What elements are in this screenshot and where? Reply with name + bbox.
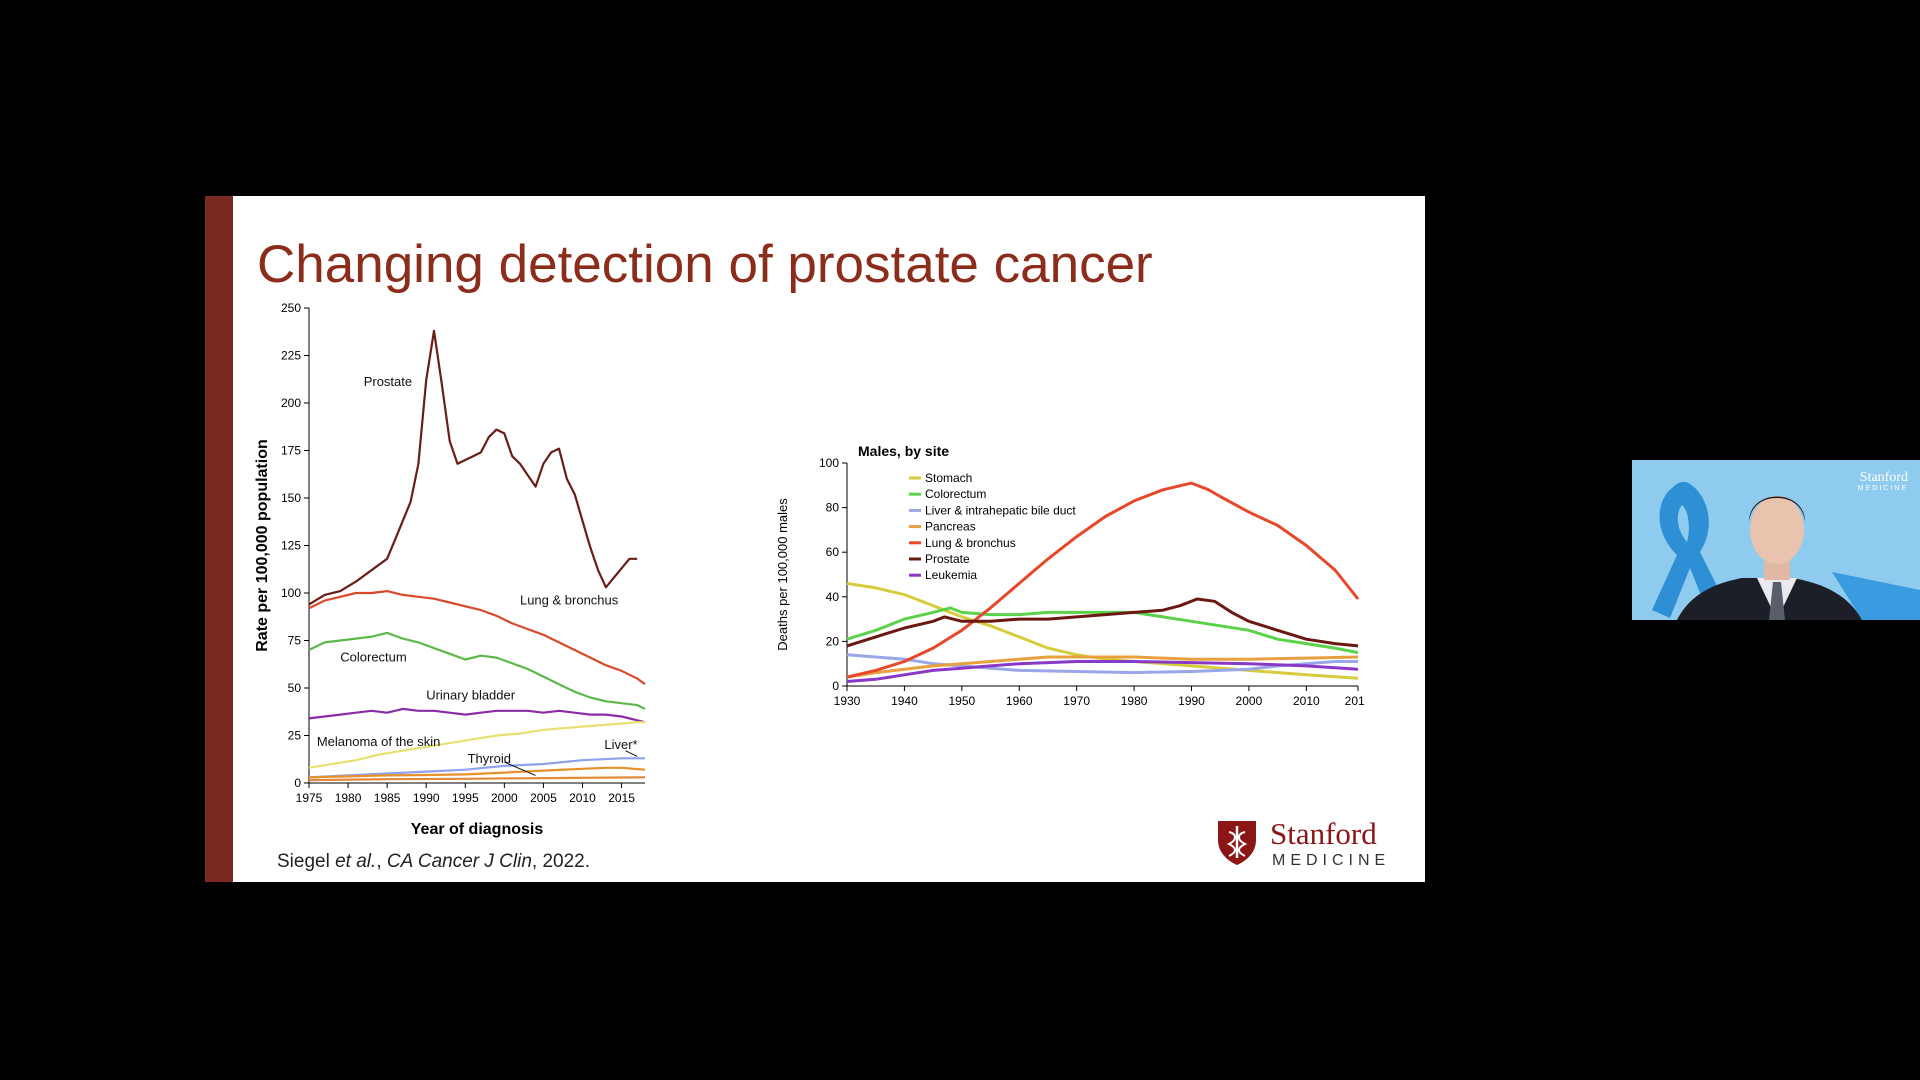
x-tick-label: 1960 bbox=[1006, 694, 1033, 708]
legend-label-pancreas: Pancreas bbox=[925, 520, 976, 534]
citation: Siegel et al., CA Cancer J Clin, 2022. bbox=[277, 851, 590, 872]
y-tick-label: 100 bbox=[281, 586, 301, 600]
x-tick-label: 1930 bbox=[834, 694, 861, 708]
series-line-leukemia bbox=[846, 660, 1359, 683]
x-tick-label: 2019 bbox=[1345, 694, 1365, 708]
webcam-scene bbox=[1632, 460, 1920, 620]
series-label-colorectum: Colorectum bbox=[340, 649, 406, 664]
series-line-liver bbox=[308, 757, 645, 779]
y-tick-label: 175 bbox=[281, 444, 301, 458]
citation-author: Siegel bbox=[277, 851, 330, 872]
series-line-colorectum bbox=[308, 631, 646, 710]
legend-label-prostate: Prostate bbox=[925, 552, 970, 566]
y-tick-label: 50 bbox=[288, 681, 302, 695]
x-tick-label: 2015 bbox=[608, 791, 635, 805]
series-label-melanoma-of-the-skin: Melanoma of the skin bbox=[317, 734, 441, 749]
citation-year: , 2022. bbox=[531, 851, 590, 872]
y-tick-label: 20 bbox=[826, 634, 840, 648]
slide-title: Changing detection of prostate cancer bbox=[257, 235, 1153, 294]
x-tick-label: 2010 bbox=[569, 791, 596, 805]
series-label-liver: Liver* bbox=[604, 737, 637, 752]
x-tick-label: 1970 bbox=[1063, 694, 1090, 708]
x-tick-label: 1995 bbox=[452, 791, 479, 805]
incidence-chart: 0 25 50 75 100 125 150 175 200 225 250 1975 1980 1985… bbox=[254, 301, 646, 838]
webcam-logo-name: Stanford bbox=[1859, 470, 1908, 485]
series-label-urinary-bladder: Urinary bladder bbox=[426, 687, 516, 702]
y-tick-label: 250 bbox=[281, 301, 301, 315]
legend-label-colorectum: Colorectum bbox=[925, 487, 986, 501]
y-tick-label: 40 bbox=[826, 590, 840, 604]
x-tick-label: 1980 bbox=[1121, 694, 1148, 708]
slide: Changing detection of prostate cancer 0 2… bbox=[205, 196, 1425, 882]
y-tick-label: 150 bbox=[281, 491, 301, 505]
series-line-urinary-bladder bbox=[308, 707, 646, 724]
y-tick-label: 200 bbox=[281, 396, 301, 410]
x-tick-label: 2005 bbox=[530, 791, 557, 805]
y-axis-label: Deaths per 100,000 males bbox=[775, 498, 790, 651]
logo-name: Stanford bbox=[1270, 816, 1377, 851]
x-axis-label: Year of diagnosis bbox=[411, 821, 544, 838]
y-tick-label: 125 bbox=[281, 539, 301, 553]
webcam-logo-sub: MEDICINE bbox=[1857, 485, 1908, 492]
y-tick-label: 0 bbox=[294, 776, 301, 790]
series-label-prostate: Prostate bbox=[364, 374, 412, 389]
x-tick-label: 1975 bbox=[296, 791, 323, 805]
webcam-feed: Stanford MEDICINE bbox=[1632, 460, 1920, 620]
series-line-melanoma-of-the-skin bbox=[308, 721, 645, 769]
x-tick-label: 2000 bbox=[491, 791, 518, 805]
stanford-medicine-logo: Stanford MEDICINE bbox=[1215, 816, 1395, 869]
x-tick-label: 1980 bbox=[335, 791, 362, 805]
series-line-colorectum bbox=[846, 606, 1359, 655]
y-tick-label: 75 bbox=[288, 634, 302, 648]
y-axis-label: Rate per 100,000 population bbox=[254, 439, 271, 652]
legend-label-leukemia: Leukemia bbox=[925, 568, 977, 582]
y-tick-label: 25 bbox=[288, 729, 302, 743]
y-tick-label: 0 bbox=[832, 679, 839, 693]
webcam-stanford-logo: Stanford MEDICINE bbox=[1857, 470, 1908, 494]
series-line-prostate bbox=[308, 329, 638, 606]
legend-label-liver-intrahepatic-bile-duct: Liver & intrahepatic bile duct bbox=[925, 503, 1076, 517]
annotation-leader-liver bbox=[625, 750, 638, 757]
x-tick-label: 2010 bbox=[1293, 694, 1320, 708]
series-line-unlabeled-7 bbox=[308, 776, 646, 782]
series-line-lung-bronchus bbox=[846, 481, 1360, 679]
logo-subtitle: MEDICINE bbox=[1272, 852, 1391, 869]
series-line-thyroid bbox=[308, 766, 646, 779]
chart-title: Males, by site bbox=[858, 443, 949, 459]
series-label-thyroid: Thyroid bbox=[468, 751, 511, 766]
legend-label-lung-bronchus: Lung & bronchus bbox=[925, 536, 1016, 550]
x-tick-label: 1985 bbox=[374, 791, 401, 805]
accent-bar bbox=[205, 196, 233, 882]
y-tick-label: 225 bbox=[281, 349, 301, 363]
series-line-prostate bbox=[846, 597, 1359, 648]
legend-label-stomach: Stomach bbox=[925, 471, 972, 485]
x-tick-label: 2000 bbox=[1236, 694, 1263, 708]
x-tick-label: 1990 bbox=[1178, 694, 1205, 708]
citation-etal: et al. bbox=[335, 851, 377, 872]
awareness-ribbon-icon bbox=[1652, 481, 1724, 618]
x-tick-label: 1950 bbox=[948, 694, 975, 708]
y-tick-label: 60 bbox=[826, 545, 840, 559]
x-tick-label: 1990 bbox=[413, 791, 440, 805]
series-label-lung-bronchus: Lung & bronchus bbox=[520, 592, 619, 607]
mortality-chart: 0 20 40 60 80 100 1930 1940 1950 1960 1970 1980 1990… bbox=[775, 443, 1365, 708]
stanford-shield-icon bbox=[1218, 821, 1256, 865]
x-tick-label: 1940 bbox=[891, 694, 918, 708]
y-tick-label: 80 bbox=[826, 501, 840, 515]
annotation-leader-thyroid bbox=[504, 761, 536, 776]
series-line-lung-bronchus bbox=[308, 590, 646, 686]
citation-journal: CA Cancer J Clin bbox=[386, 851, 532, 872]
series-line-pancreas bbox=[846, 655, 1359, 679]
y-tick-label: 100 bbox=[819, 456, 839, 470]
